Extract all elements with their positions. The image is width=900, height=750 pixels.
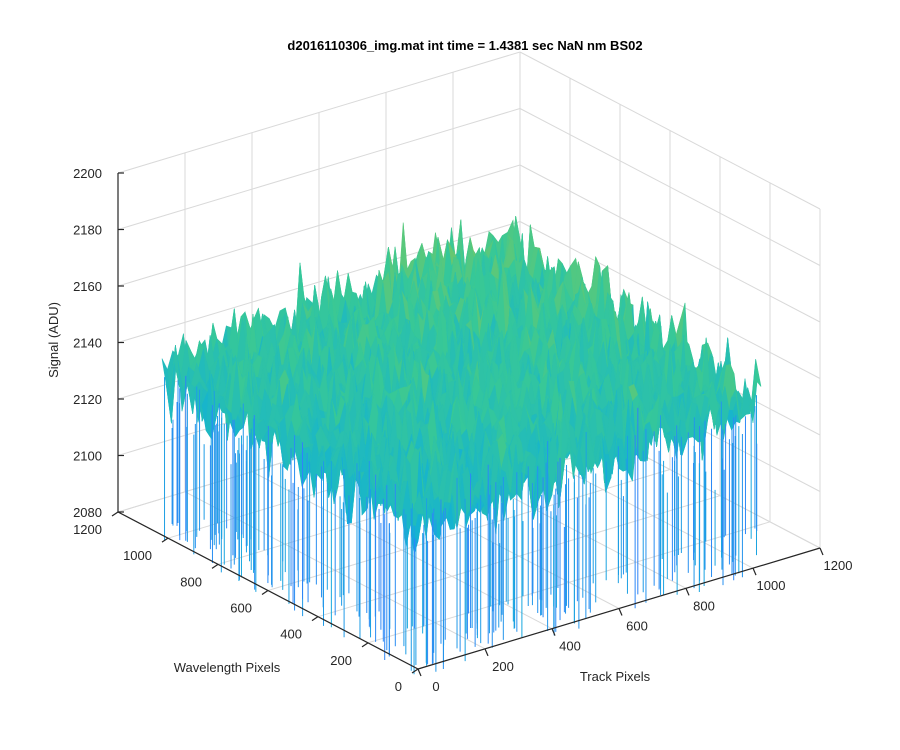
y-tick	[311, 616, 319, 622]
surface-layer	[161, 215, 762, 675]
grid-line	[519, 221, 821, 379]
grid-line	[117, 164, 521, 287]
y-tick	[161, 537, 169, 543]
grid-line	[519, 108, 821, 266]
grid-line	[519, 164, 821, 323]
y-tick	[361, 642, 369, 648]
z-axis-label: Signal (ADU)	[46, 302, 61, 378]
z-tick-label: 2180	[73, 223, 102, 238]
y-tick	[211, 563, 219, 569]
surface-patch	[413, 490, 424, 515]
grid-line	[117, 51, 521, 174]
y-tick-label: 400	[280, 627, 302, 642]
grid-line	[519, 51, 821, 210]
x-tick	[417, 668, 422, 677]
z-tick-label: 2100	[73, 449, 102, 464]
x-tick	[752, 567, 757, 576]
grid-line	[317, 495, 721, 618]
grid-line	[117, 108, 521, 230]
x-tick	[685, 588, 690, 596]
x-tick	[618, 608, 623, 616]
x-tick	[551, 628, 556, 636]
x-tick-label: 400	[559, 639, 581, 654]
x-tick-label: 0	[432, 679, 439, 694]
y-tick-label: 0	[395, 679, 402, 694]
ticks-layer: 0 200 400 600 800 1000 1200 0 200 400 600 800 1000 12…	[73, 166, 852, 694]
x-tick-label: 800	[693, 598, 715, 613]
x-tick	[819, 547, 824, 556]
z-tick-label: 2200	[73, 166, 102, 181]
x-tick-label: 600	[626, 619, 648, 634]
x-tick-label: 200	[492, 659, 514, 674]
chart-title: d2016110306_img.mat int time = 1.4381 se…	[287, 38, 642, 53]
z-tick-label: 2080	[73, 505, 102, 520]
x-tick	[484, 648, 489, 657]
z-tick-label: 2160	[73, 279, 102, 294]
y-tick-label: 800	[180, 574, 202, 589]
y-axis-label: Wavelength Pixels	[174, 660, 281, 675]
y-tick	[261, 590, 269, 595]
y-tick-label: 1000	[123, 548, 152, 563]
y-tick	[411, 668, 419, 674]
y-tick-label: 600	[230, 601, 252, 616]
y-tick-label: 200	[330, 653, 352, 668]
y-tick	[111, 511, 119, 517]
x-tick-label: 1000	[757, 578, 786, 593]
x-tick-label: 1200	[824, 558, 853, 573]
y-tick-label: 1200	[73, 522, 102, 537]
x-axis-label: Track Pixels	[580, 669, 651, 684]
z-tick-label: 2140	[73, 336, 102, 351]
z-tick-label: 2120	[73, 392, 102, 407]
